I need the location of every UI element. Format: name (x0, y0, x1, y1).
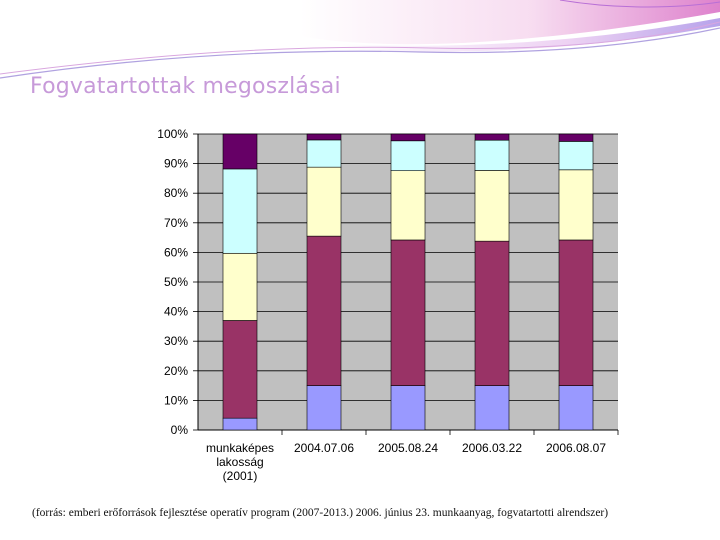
y-tick-label: 70% (164, 216, 188, 230)
bar-segment (222, 133, 258, 170)
bar-segment (306, 133, 342, 141)
stacked-bar-chart: 0% 10% 20% 30% 40% 50% 60% 70% 80% 90% 100% munkaké… (157, 127, 619, 483)
bar-segment (390, 170, 426, 241)
decorative-banner (0, 0, 720, 79)
bar-segment (474, 240, 510, 386)
x-tick-label: (2001) (223, 469, 258, 483)
y-tick-label: 40% (164, 305, 188, 319)
bar-segment (222, 320, 258, 419)
y-tick-label: 100% (157, 127, 188, 141)
y-tick-label: 50% (164, 275, 188, 289)
bar-segment (558, 239, 594, 386)
y-tick-label: 60% (164, 245, 188, 259)
x-tick-label: 2006.03.22 (462, 441, 522, 455)
bar-segment (390, 133, 426, 142)
y-tick-label: 20% (164, 364, 188, 378)
y-tick-label: 10% (164, 393, 188, 407)
bar-segment (306, 166, 342, 237)
source-note: (forrás: emberi erőforrások fejlesztése … (32, 507, 609, 519)
y-tick-label: 0% (171, 423, 189, 437)
bar-segment (222, 252, 258, 321)
bar-segment (474, 385, 510, 431)
bar-segment (558, 141, 594, 171)
bar-segment (390, 385, 426, 431)
bar-segment (474, 170, 510, 242)
bar-segment (306, 235, 342, 386)
slide-title: Fogvatartottak megoszlásai (30, 74, 341, 99)
y-tick-label: 30% (164, 334, 188, 348)
x-tick-label: 2006.08.07 (546, 441, 606, 455)
y-tick-label: 80% (164, 186, 188, 200)
bar-segment (222, 168, 258, 254)
bar-segment (390, 140, 426, 172)
y-tick-label: 90% (164, 157, 188, 171)
bar-segment (222, 417, 258, 431)
x-tick-label: lakosság (216, 455, 263, 469)
bar-segment (390, 239, 426, 386)
bar-segment (474, 139, 510, 171)
bar-segment (474, 133, 510, 141)
bar-segment (558, 385, 594, 431)
x-tick-label: munkaképes (206, 441, 274, 455)
bar-segment (558, 133, 594, 142)
x-tick-label: 2005.08.24 (378, 441, 438, 455)
bar-segment (558, 169, 594, 241)
x-tick-label: 2004.07.06 (294, 441, 354, 455)
bar-segment (306, 385, 342, 431)
bar-segment (306, 139, 342, 168)
